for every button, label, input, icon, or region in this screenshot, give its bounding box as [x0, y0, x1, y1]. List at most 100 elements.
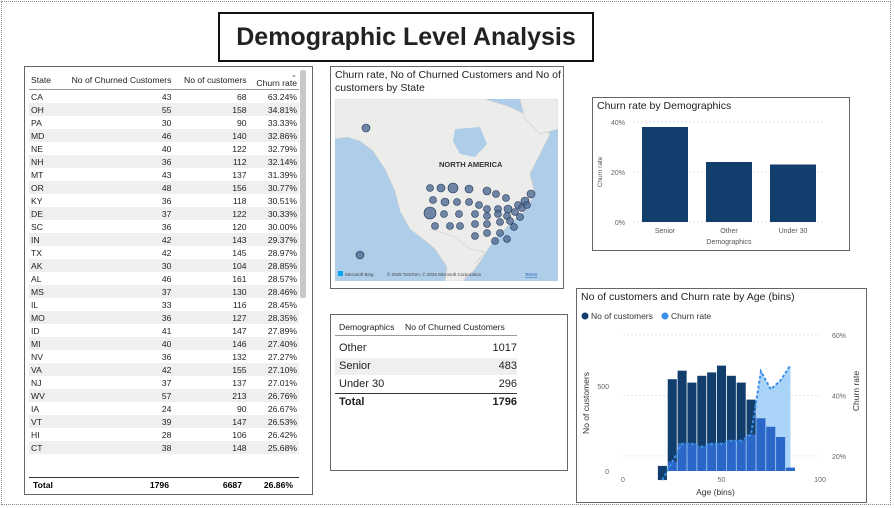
- state-bubble[interactable]: [510, 223, 518, 231]
- map-terms-link[interactable]: Terms: [525, 272, 538, 277]
- state-bubble[interactable]: [483, 220, 491, 228]
- table-row[interactable]: VT 39 147 26.53%: [29, 415, 299, 428]
- state-bubble[interactable]: [355, 250, 365, 260]
- state-bubble[interactable]: [447, 182, 459, 194]
- age-bin-bar-lower[interactable]: [726, 440, 736, 471]
- table-row[interactable]: NJ 37 137 27.01%: [29, 376, 299, 389]
- demo-row[interactable]: Senior 483: [335, 358, 517, 375]
- age-bin-bar[interactable]: [677, 370, 687, 444]
- table-row[interactable]: IN 42 143 29.37%: [29, 233, 299, 246]
- column-header-churned[interactable]: No of Churned Customers: [56, 71, 174, 90]
- age-bin-bar[interactable]: [687, 382, 697, 444]
- age-bin-bar-lower[interactable]: [766, 426, 776, 471]
- age-bin-bar-lower[interactable]: [677, 443, 687, 471]
- legend-label-churn[interactable]: Churn rate: [671, 311, 711, 321]
- demographics-bar-card[interactable]: Churn rate by Demographics 0% 20% 40% Senio…: [592, 97, 850, 251]
- age-bin-bar-lower[interactable]: [687, 443, 697, 471]
- age-bin-bar[interactable]: [746, 399, 756, 435]
- state-bubble[interactable]: [494, 210, 502, 218]
- table-row[interactable]: SC 36 120 30.00%: [29, 220, 299, 233]
- table-row[interactable]: OH 55 158 34.81%: [29, 103, 299, 116]
- state-bubble[interactable]: [446, 222, 454, 230]
- state-bubble[interactable]: [455, 210, 463, 218]
- table-row[interactable]: ID 41 147 27.89%: [29, 324, 299, 337]
- state-bubble[interactable]: [453, 198, 461, 206]
- state-bubble[interactable]: [496, 229, 504, 237]
- table-row[interactable]: IA 24 90 26.67%: [29, 402, 299, 415]
- age-bin-bar-lower[interactable]: [746, 434, 756, 471]
- state-bubble[interactable]: [503, 235, 511, 243]
- table-row[interactable]: AL 46 161 28.57%: [29, 272, 299, 285]
- map-area[interactable]: NORTH AMERICA Microsoft Bing © 2025 TomT…: [335, 99, 558, 281]
- age-combo-card[interactable]: No of customers and Churn rate by Age (b…: [576, 288, 867, 503]
- table-row[interactable]: DE 37 122 30.33%: [29, 207, 299, 220]
- state-bubble[interactable]: [426, 184, 434, 192]
- state-table-card[interactable]: State No of Churned Customers No of cust…: [24, 66, 313, 495]
- state-bubble[interactable]: [491, 237, 499, 245]
- table-row[interactable]: TX 42 145 28.97%: [29, 246, 299, 259]
- column-header-demo-churned[interactable]: No of Churned Customers: [405, 322, 505, 332]
- age-bin-bar-lower[interactable]: [736, 440, 746, 471]
- age-bin-bar-lower[interactable]: [716, 443, 727, 471]
- state-bubble[interactable]: [516, 213, 524, 221]
- table-row[interactable]: OR 48 156 30.77%: [29, 181, 299, 194]
- map-card[interactable]: Churn rate, No of Churned Customers and …: [330, 66, 564, 289]
- age-bin-bar[interactable]: [716, 365, 727, 444]
- state-bubble[interactable]: [483, 205, 491, 213]
- age-bin-bar[interactable]: [707, 372, 717, 444]
- table-row[interactable]: MD 46 140 32.86%: [29, 129, 299, 142]
- state-bubble[interactable]: [431, 222, 439, 230]
- age-bin-bar[interactable]: [657, 465, 667, 481]
- state-bubble[interactable]: [464, 184, 474, 194]
- state-bubble[interactable]: [526, 189, 536, 199]
- state-bubble[interactable]: [523, 201, 531, 209]
- legend-label-customers[interactable]: No of customers: [591, 311, 653, 321]
- table-row[interactable]: WV 57 213 26.76%: [29, 389, 299, 402]
- state-bubble[interactable]: [440, 197, 450, 207]
- table-row[interactable]: MS 37 130 28.46%: [29, 285, 299, 298]
- demographic-bar[interactable]: [706, 162, 752, 222]
- state-bubble[interactable]: [483, 212, 491, 220]
- table-row[interactable]: PA 30 90 33.33%: [29, 116, 299, 129]
- age-bin-bar-lower[interactable]: [785, 467, 795, 471]
- state-bubble[interactable]: [511, 208, 519, 216]
- age-bin-bar[interactable]: [726, 375, 736, 441]
- column-header-customers[interactable]: No of customers: [173, 71, 249, 90]
- demo-row[interactable]: Under 30 296: [335, 376, 517, 393]
- age-bin-bar[interactable]: [667, 379, 677, 462]
- state-bubble[interactable]: [482, 186, 492, 196]
- table-row[interactable]: MT 43 137 31.39%: [29, 168, 299, 181]
- state-bubble[interactable]: [492, 190, 500, 198]
- table-row[interactable]: CA 43 68 63.24%: [29, 90, 299, 104]
- table-row[interactable]: HI 28 106 26.42%: [29, 428, 299, 441]
- state-bubble[interactable]: [440, 210, 448, 218]
- state-bubble[interactable]: [503, 204, 513, 214]
- state-bubble[interactable]: [475, 201, 483, 209]
- table-row[interactable]: IL 33 116 28.45%: [29, 298, 299, 311]
- column-header-churn-rate[interactable]: ⌄ Churn rate: [248, 71, 299, 90]
- state-bubble[interactable]: [456, 222, 464, 230]
- table-row[interactable]: MO 36 127 28.35%: [29, 311, 299, 324]
- table-row[interactable]: NE 40 122 32.79%: [29, 142, 299, 155]
- age-bin-bar-lower[interactable]: [667, 461, 677, 471]
- table-row[interactable]: MI 40 146 27.40%: [29, 337, 299, 350]
- state-bubble[interactable]: [483, 229, 491, 237]
- age-bin-bar-lower[interactable]: [756, 418, 766, 471]
- column-header-demographics[interactable]: Demographics: [339, 322, 395, 332]
- state-bubble[interactable]: [471, 220, 479, 228]
- state-bubble[interactable]: [502, 194, 510, 202]
- state-bubble[interactable]: [471, 210, 479, 218]
- column-header-state[interactable]: State: [29, 71, 57, 90]
- state-bubble[interactable]: [361, 123, 371, 133]
- state-bubble[interactable]: [506, 217, 514, 225]
- demographics-table-card[interactable]: Demographics No of Churned Customers Oth…: [330, 314, 568, 471]
- state-bubble[interactable]: [471, 232, 479, 240]
- state-bubble[interactable]: [465, 198, 473, 206]
- churn-rate-line[interactable]: [661, 364, 792, 481]
- age-bin-bar-lower[interactable]: [697, 446, 707, 471]
- table-row[interactable]: KY 36 118 30.51%: [29, 194, 299, 207]
- table-row[interactable]: NV 36 132 27.27%: [29, 350, 299, 363]
- table-row[interactable]: AK 30 104 28.85%: [29, 259, 299, 272]
- age-bin-bar[interactable]: [697, 375, 707, 447]
- demographic-bar[interactable]: [642, 127, 688, 222]
